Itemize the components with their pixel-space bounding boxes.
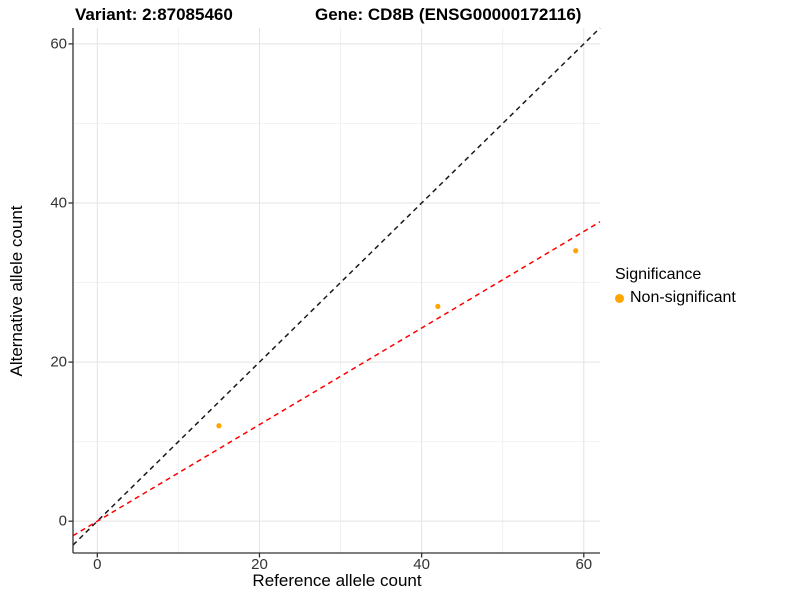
regression-line	[72, 221, 601, 537]
y-axis-title: Alternative allele count	[7, 205, 26, 377]
data-point	[435, 303, 441, 310]
x-axis-title: Reference allele count	[252, 571, 422, 590]
x-tick-label: 40	[413, 556, 430, 573]
plot-title-gene: Gene: CD8B (ENSG00000172116)	[315, 5, 582, 24]
point-icon	[615, 293, 624, 303]
legend: Significance Non-significant	[615, 266, 736, 307]
legend-item-non-significant: Non-significant	[615, 289, 736, 307]
plot-title-variant: Variant: 2:87085460	[75, 5, 233, 24]
y-tick-label: 0	[58, 512, 67, 530]
legend-item-label: Non-significant	[630, 289, 736, 306]
x-tick-label: 20	[251, 556, 268, 573]
data-point	[573, 248, 579, 254]
identity-line	[72, 27, 601, 546]
y-tick-label: 40	[50, 194, 67, 212]
y-tick-label: 20	[50, 353, 67, 371]
legend-title: Significance	[615, 266, 702, 283]
x-tick-label: 0	[93, 556, 102, 573]
x-tick-label: 60	[575, 556, 593, 573]
data-point	[216, 423, 222, 429]
y-tick-label: 60	[50, 35, 67, 53]
